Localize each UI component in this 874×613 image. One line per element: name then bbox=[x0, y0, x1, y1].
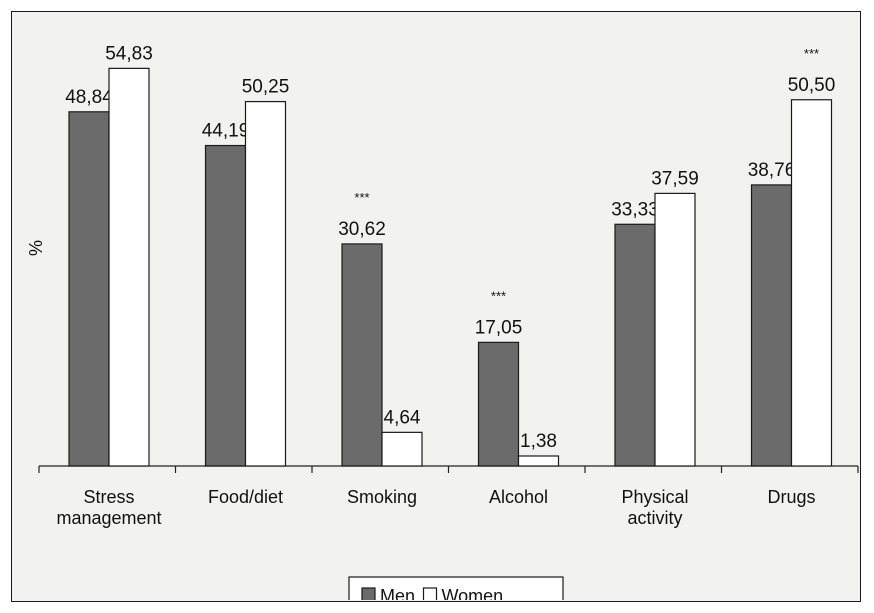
category-label: Stress bbox=[83, 487, 134, 507]
data-label-men: 44,19 bbox=[202, 121, 250, 142]
bar-men bbox=[750, 184, 793, 467]
legend-label-women: Women bbox=[442, 586, 504, 600]
category-label: Smoking bbox=[347, 487, 417, 507]
bar-women bbox=[244, 100, 287, 467]
chart-frame: % 48,84 54,83 Stress management 44,19 50,25 Foo… bbox=[11, 11, 861, 613]
legend-swatch-men bbox=[361, 587, 376, 603]
bar-women bbox=[790, 99, 833, 467]
data-label-men: 33,33 bbox=[611, 199, 659, 220]
data-label-men: 48,84 bbox=[65, 87, 113, 108]
significance-marker: *** bbox=[354, 190, 369, 205]
bar-men bbox=[477, 341, 520, 467]
data-label-men: 17,05 bbox=[475, 317, 523, 338]
bar-women bbox=[381, 431, 423, 467]
y-axis-label: % bbox=[26, 240, 46, 256]
legend-label-men: Men bbox=[380, 586, 415, 600]
data-label-women: 50,50 bbox=[788, 75, 836, 96]
category-label: activity bbox=[627, 508, 682, 528]
data-label-women: 37,59 bbox=[651, 168, 699, 189]
category-label: Food/diet bbox=[208, 487, 283, 507]
data-label-women: 1,38 bbox=[520, 431, 557, 452]
category-label: Alcohol bbox=[489, 487, 548, 507]
bar-men bbox=[614, 223, 656, 467]
category-label: management bbox=[56, 508, 161, 528]
bar-men bbox=[204, 144, 247, 467]
legend-swatch-women bbox=[422, 587, 438, 603]
bar-men bbox=[68, 111, 110, 467]
data-label-women: 54,83 bbox=[105, 43, 153, 64]
data-label-women: 4,64 bbox=[384, 407, 421, 428]
bar-women bbox=[654, 192, 696, 467]
data-label-men: 38,76 bbox=[748, 160, 796, 181]
bar-women bbox=[108, 67, 150, 467]
data-label-women: 50,25 bbox=[242, 77, 290, 98]
data-label-men: 30,62 bbox=[338, 219, 386, 240]
bar-men bbox=[341, 243, 383, 467]
category-label: Drugs bbox=[767, 487, 815, 507]
significance-marker: *** bbox=[491, 288, 506, 303]
category-label: Physical bbox=[621, 487, 688, 507]
bar-women bbox=[517, 455, 560, 467]
significance-marker: *** bbox=[804, 46, 819, 61]
